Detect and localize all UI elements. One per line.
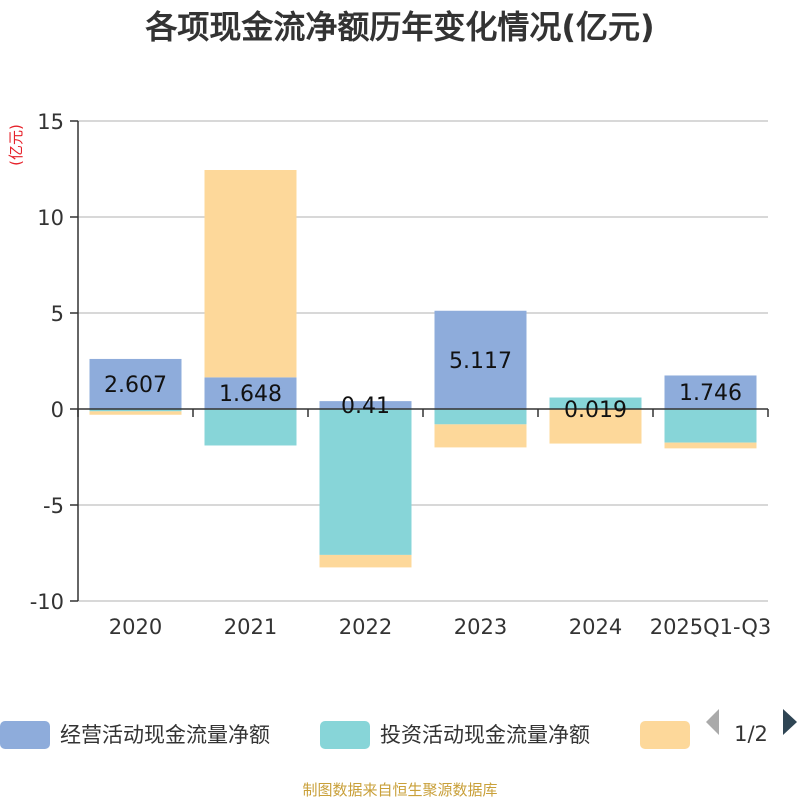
data-label: 0.019 [564, 398, 627, 423]
bar-segment[interactable] [664, 442, 757, 449]
y-tick-labels: 15 10 5 0 -5 -10 [30, 110, 64, 614]
bar-segment[interactable] [89, 358, 182, 409]
bar-segment[interactable] [319, 401, 412, 409]
bar-segment[interactable] [549, 397, 642, 409]
x-tick-label: 2021 [224, 615, 277, 639]
bars [89, 169, 757, 568]
data-label: 1.746 [679, 381, 742, 406]
data-labels: 2.607 1.648 0.41 5.117 0.019 1.746 [104, 349, 742, 423]
bar-segment[interactable] [204, 409, 297, 446]
data-source: 制图数据来自恒生聚源数据库 [302, 781, 497, 799]
legend-swatch[interactable] [320, 721, 370, 749]
data-label: 5.117 [449, 349, 512, 374]
legend-swatch[interactable] [640, 721, 690, 749]
bar-segment[interactable] [89, 409, 182, 412]
axes [77, 121, 769, 601]
legend-page-indicator: 1/2 [734, 722, 768, 746]
bar-segment[interactable] [434, 409, 527, 425]
bar-segment[interactable] [434, 424, 527, 448]
x-tick-label: 2025Q1-Q3 [650, 615, 772, 639]
next-page-icon[interactable] [783, 709, 797, 735]
data-label: 2.607 [104, 373, 167, 398]
data-label: 0.41 [341, 394, 390, 419]
y-tick-label: 15 [37, 110, 64, 134]
x-tick-label: 2020 [109, 615, 162, 639]
x-tick-label: 2022 [339, 615, 392, 639]
bar-segment[interactable] [664, 409, 757, 443]
legend-swatch[interactable] [0, 721, 50, 749]
bar-segment[interactable] [549, 409, 642, 444]
legend-label[interactable]: 投资活动现金流量净额 [380, 723, 590, 747]
legend-label[interactable]: 经营活动现金流量净额 [60, 723, 270, 747]
bar-segment[interactable] [89, 411, 182, 415]
y-tick-label: -10 [30, 590, 64, 614]
y-tick-label: 5 [51, 302, 64, 326]
x-tick-label: 2024 [569, 615, 622, 639]
y-tick-label: 10 [37, 206, 64, 230]
x-tick-labels: 2020 2021 2022 2023 2024 2025Q1-Q3 [109, 615, 772, 639]
y-tick-label: 0 [51, 398, 64, 422]
bar-segment[interactable] [319, 409, 412, 555]
bar-segment[interactable] [204, 169, 297, 378]
data-label: 1.648 [219, 382, 282, 407]
x-tick-label: 2023 [454, 615, 507, 639]
bar-segment[interactable] [319, 554, 412, 568]
legend-pager: 1/2 [706, 709, 797, 746]
gridlines [70, 120, 768, 602]
legend: 经营活动现金流量净额 投资活动现金流量净额 [0, 721, 690, 749]
y-axis-unit: (亿元) [7, 124, 25, 166]
bar-segment[interactable] [204, 377, 297, 409]
y-tick-label: -5 [43, 494, 64, 518]
chart-title: 各项现金流净额历年变化情况(亿元) [145, 8, 654, 46]
bar-segment[interactable] [434, 310, 527, 409]
prev-page-icon[interactable] [706, 709, 719, 735]
bar-segment[interactable] [664, 375, 757, 409]
